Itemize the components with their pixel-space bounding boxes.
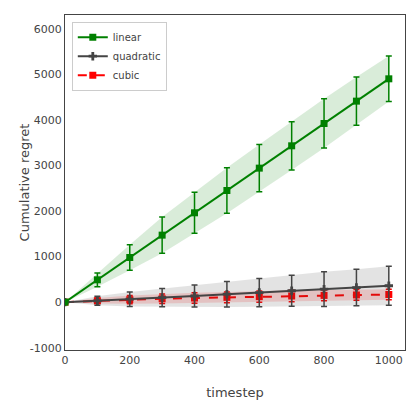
svg-text:3000: 3000	[34, 159, 62, 172]
svg-text:600: 600	[249, 354, 270, 367]
svg-text:timestep: timestep	[206, 385, 264, 400]
svg-text:6000: 6000	[34, 23, 62, 36]
svg-text:linear: linear	[113, 32, 142, 43]
svg-text:0: 0	[55, 296, 62, 309]
svg-text:-1000: -1000	[30, 342, 62, 355]
svg-text:quadratic: quadratic	[113, 51, 161, 62]
svg-text:800: 800	[314, 354, 335, 367]
svg-text:cubic: cubic	[113, 70, 139, 81]
svg-text:200: 200	[119, 354, 140, 367]
svg-text:Cumulative regret: Cumulative regret	[17, 124, 32, 242]
svg-text:400: 400	[184, 354, 205, 367]
svg-text:2000: 2000	[34, 205, 62, 218]
svg-text:1000: 1000	[34, 250, 62, 263]
svg-text:0: 0	[62, 354, 69, 367]
svg-text:5000: 5000	[34, 68, 62, 81]
svg-text:1000: 1000	[375, 354, 403, 367]
svg-text:4000: 4000	[34, 114, 62, 127]
